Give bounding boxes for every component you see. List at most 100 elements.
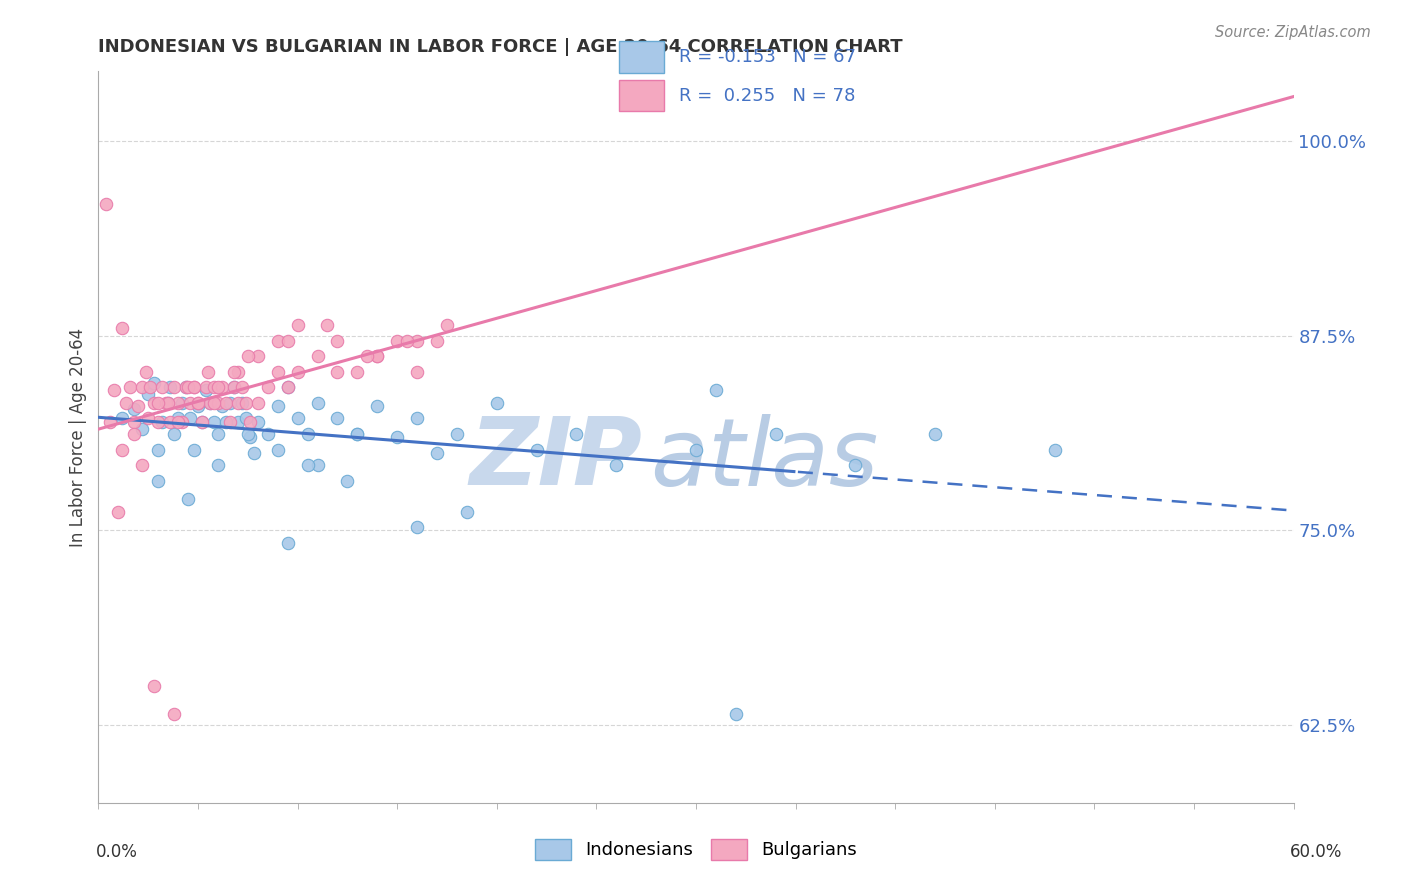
Point [287, 411, 309, 425]
Bar [619, 41, 664, 72]
Point [326, 411, 349, 425]
Text: R = -0.153   N = 67: R = -0.153 N = 67 [679, 48, 856, 66]
Point [183, 380, 205, 394]
Point [198, 396, 221, 410]
Point [565, 427, 588, 442]
Point [167, 396, 190, 410]
Point [396, 334, 419, 348]
Point [187, 396, 209, 410]
Point [297, 427, 319, 442]
Point [148, 442, 170, 457]
Point [704, 384, 727, 398]
Point [406, 411, 429, 425]
Point [179, 411, 201, 425]
Point [215, 396, 238, 410]
Point [236, 349, 259, 363]
Point [183, 380, 205, 394]
Point [124, 415, 146, 429]
Point [197, 365, 219, 379]
Point [202, 415, 225, 429]
Y-axis label: In Labor Force | Age 20-64: In Labor Force | Age 20-64 [69, 327, 87, 547]
Point [163, 707, 186, 722]
Legend: Indonesians, Bulgarians: Indonesians, Bulgarians [527, 831, 865, 867]
Point [195, 384, 218, 398]
Point [426, 445, 449, 459]
Point [366, 349, 388, 363]
Point [167, 415, 190, 429]
Point [107, 505, 129, 519]
Bar [619, 80, 664, 112]
Text: 0.0%: 0.0% [96, 843, 138, 861]
Text: atlas: atlas [651, 414, 879, 505]
Point [356, 349, 378, 363]
Point [685, 442, 707, 457]
Point [163, 427, 186, 442]
Point [346, 427, 368, 442]
Point [366, 349, 388, 363]
Point [326, 334, 349, 348]
Point [406, 365, 429, 379]
Point [605, 458, 627, 472]
Point [111, 321, 134, 335]
Point [207, 380, 229, 394]
Point [765, 427, 787, 442]
Point [174, 380, 197, 394]
Point [222, 380, 245, 394]
Point [485, 396, 508, 410]
Point [131, 422, 153, 436]
Point [226, 415, 249, 429]
Point [385, 334, 409, 348]
Point [124, 402, 146, 417]
Point [177, 492, 200, 507]
Point [231, 396, 253, 410]
Point [143, 396, 166, 410]
Point [336, 474, 359, 488]
Point [316, 318, 339, 332]
Point [150, 415, 173, 429]
Point [195, 380, 218, 394]
Point [219, 396, 242, 410]
Point [202, 396, 225, 410]
Point [183, 442, 205, 457]
Point [243, 445, 266, 459]
Point [150, 380, 173, 394]
Point [287, 365, 309, 379]
Point [143, 679, 166, 693]
Point [226, 396, 249, 410]
Point [239, 415, 262, 429]
Point [148, 415, 170, 429]
Point [207, 396, 229, 410]
Point [174, 380, 197, 394]
Point [235, 396, 257, 410]
Point [172, 396, 194, 410]
Point [111, 411, 134, 425]
Point [159, 415, 181, 429]
Point [426, 334, 449, 348]
Point [287, 318, 309, 332]
Point [446, 427, 468, 442]
Point [1043, 442, 1066, 457]
Point [148, 474, 170, 488]
Point [98, 415, 122, 429]
Point [111, 442, 134, 457]
Point [297, 458, 319, 472]
Point [406, 520, 429, 534]
Point [844, 458, 866, 472]
Text: Source: ZipAtlas.com: Source: ZipAtlas.com [1215, 25, 1371, 40]
Point [346, 365, 368, 379]
Point [256, 427, 278, 442]
Point [187, 396, 209, 410]
Point [277, 334, 299, 348]
Point [246, 349, 269, 363]
Point [219, 415, 242, 429]
Text: R =  0.255   N = 78: R = 0.255 N = 78 [679, 87, 855, 104]
Point [163, 380, 186, 394]
Point [924, 427, 946, 442]
Point [179, 396, 201, 410]
Point [139, 380, 162, 394]
Point [326, 365, 349, 379]
Point [526, 442, 548, 457]
Point [207, 458, 229, 472]
Point [198, 396, 221, 410]
Point [207, 427, 229, 442]
